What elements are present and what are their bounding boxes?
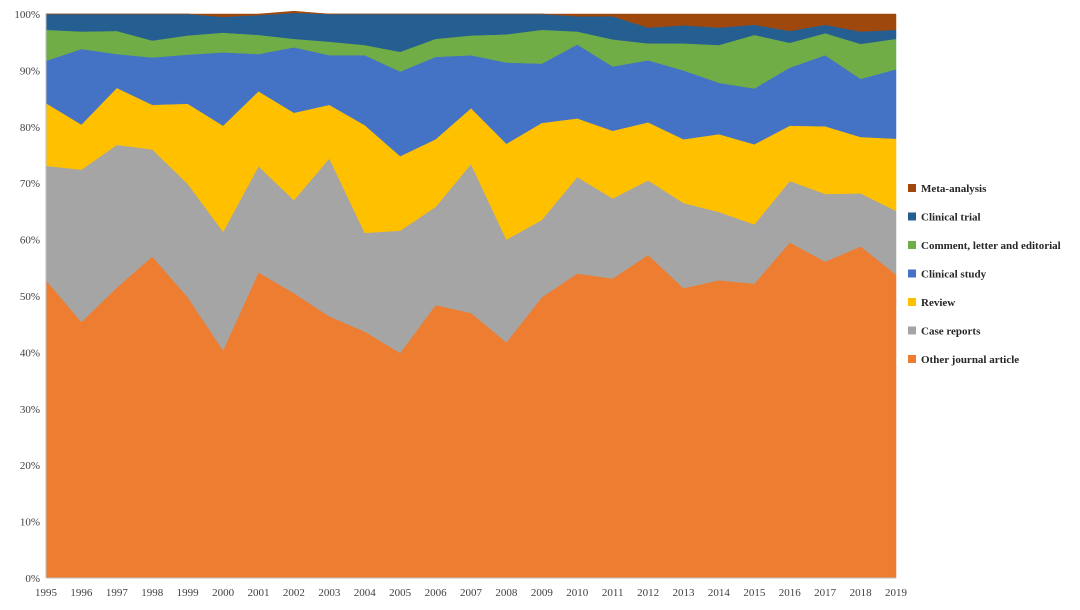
y-axis-ticks: 0% 10% 20% 30% 40% 50% 60% 70% 80% 90% 100% (14, 9, 40, 585)
x-tick-label: 1997 (106, 587, 129, 599)
x-tick-label: 2019 (885, 587, 908, 599)
legend-item-case-reports: Case reports (908, 326, 981, 338)
x-tick-label: 2015 (743, 587, 766, 599)
x-axis-ticks: 1995 1996 1997 1998 1999 2000 2001 2002 2003 2004… (35, 587, 908, 599)
plot-areas (45, 10, 897, 579)
y-tick-label: 80% (20, 122, 40, 134)
y-tick-label: 40% (20, 347, 40, 359)
y-tick-label: 60% (20, 235, 40, 247)
x-tick-label: 2010 (566, 587, 589, 599)
legend-item-other-journal-article: Other journal article (908, 354, 1019, 366)
legend-label: Clinical trial (921, 212, 981, 224)
y-tick-label: 20% (20, 460, 40, 472)
x-tick-label: 2003 (318, 587, 341, 599)
x-tick-label: 2018 (850, 587, 873, 599)
x-tick-label: 2011 (602, 587, 624, 599)
legend-item-clinical-trial: Clinical trial (908, 212, 981, 224)
legend-item-comment-letter-and-editorial: Comment, letter and editorial (908, 240, 1061, 252)
x-tick-label: 2001 (248, 587, 270, 599)
legend-swatch (908, 326, 916, 335)
legend-label: Other journal article (921, 354, 1019, 366)
x-tick-label: 2000 (212, 587, 235, 599)
legend-item-review: Review (908, 297, 955, 309)
x-tick-label: 2005 (389, 587, 412, 599)
legend-label: Review (921, 297, 955, 309)
legend-swatch (908, 212, 916, 221)
legend: Meta-analysis Clinical trial Comment, lett… (908, 183, 1061, 366)
x-tick-label: 2009 (531, 587, 554, 599)
legend-swatch (908, 269, 916, 278)
legend-swatch (908, 298, 916, 306)
y-tick-label: 90% (20, 65, 40, 77)
y-tick-label: 10% (20, 517, 40, 529)
x-tick-label: 2014 (708, 587, 731, 599)
x-tick-label: 2013 (673, 587, 696, 599)
area-series-meta-analysis (46, 10, 897, 32)
legend-swatch (908, 184, 916, 192)
legend-label: Comment, letter and editorial (921, 240, 1061, 252)
y-tick-label: 70% (20, 178, 40, 190)
y-tick-label: 50% (20, 291, 40, 303)
legend-item-clinical-study: Clinical study (908, 269, 987, 281)
x-tick-label: 2012 (637, 587, 659, 599)
legend-item-meta-analysis: Meta-analysis (908, 183, 987, 195)
x-tick-label: 1996 (70, 587, 93, 599)
y-tick-label: 100% (14, 9, 40, 21)
x-tick-label: 2002 (283, 587, 305, 599)
legend-label: Meta-analysis (921, 183, 987, 195)
y-tick-label: 30% (20, 404, 40, 416)
x-tick-label: 2006 (425, 587, 448, 599)
x-tick-label: 2008 (495, 587, 518, 599)
plot-axes (45, 14, 896, 579)
legend-label: Clinical study (921, 269, 987, 281)
x-tick-label: 2016 (779, 587, 802, 599)
x-tick-label: 1998 (141, 587, 164, 599)
x-tick-label: 2017 (814, 587, 837, 599)
x-tick-label: 1999 (177, 587, 200, 599)
legend-label: Case reports (921, 326, 981, 338)
x-tick-label: 1995 (35, 587, 58, 599)
x-tick-label: 2007 (460, 587, 483, 599)
y-tick-label: 0% (25, 573, 40, 585)
x-tick-label: 2004 (354, 587, 377, 599)
legend-swatch (908, 241, 916, 249)
legend-swatch (908, 355, 916, 363)
